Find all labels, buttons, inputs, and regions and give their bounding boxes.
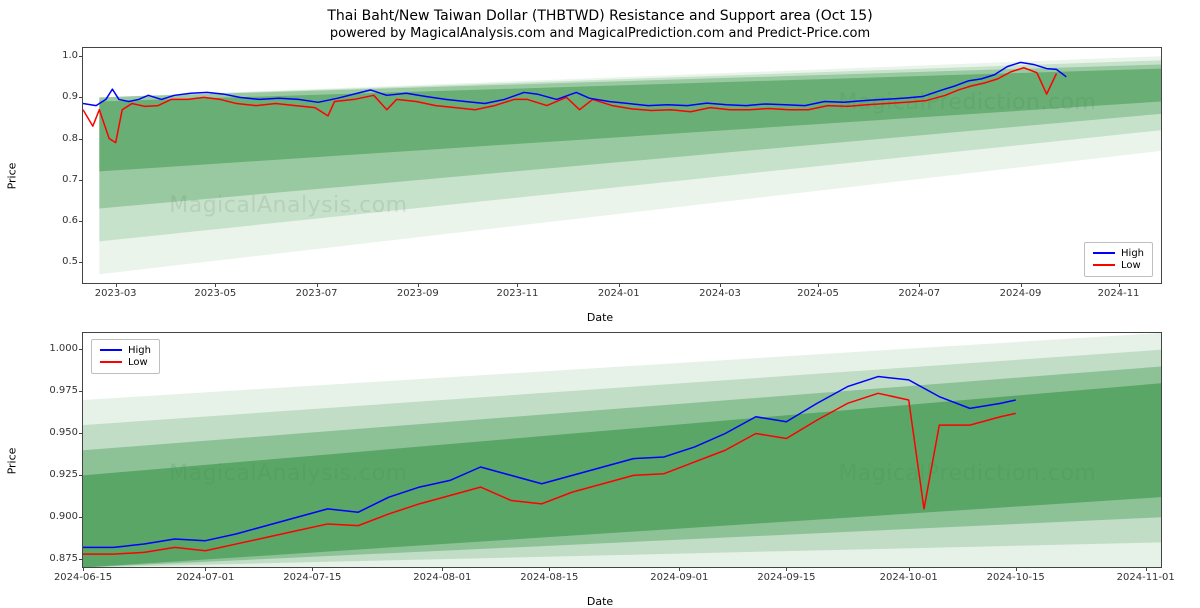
top-legend: High Low: [1084, 242, 1153, 277]
legend-item-high: High: [1093, 248, 1144, 259]
bottom-chart-panel: Price Date MagicalAnalysis.com MagicalPr…: [10, 332, 1190, 591]
top-chart-panel: Price Date MagicalAnalysis.com MagicalPr…: [10, 47, 1190, 306]
legend-item-high: High: [100, 345, 151, 356]
title-block: Thai Baht/New Taiwan Dollar (THBTWD) Res…: [10, 8, 1190, 41]
legend-label-low: Low: [1121, 260, 1141, 271]
main-title: Thai Baht/New Taiwan Dollar (THBTWD) Res…: [10, 8, 1190, 24]
bottom-legend: High Low: [91, 339, 160, 374]
legend-label-low: Low: [128, 357, 148, 368]
bottom-plot-area: MagicalAnalysis.com MagicalPrediction.co…: [82, 332, 1162, 569]
legend-item-low: Low: [1093, 260, 1144, 271]
subtitle: powered by MagicalAnalysis.com and Magic…: [10, 26, 1190, 41]
legend-label-high: High: [128, 345, 151, 356]
top-plot-area: MagicalAnalysis.com MagicalPrediction.co…: [82, 47, 1162, 284]
legend-label-high: High: [1121, 248, 1144, 259]
bottom-y-axis-label: Price: [6, 447, 19, 474]
top-x-axis-label: Date: [587, 311, 613, 324]
bottom-x-axis-label: Date: [587, 595, 613, 608]
top-y-axis-label: Price: [6, 163, 19, 190]
legend-item-low: Low: [100, 357, 151, 368]
